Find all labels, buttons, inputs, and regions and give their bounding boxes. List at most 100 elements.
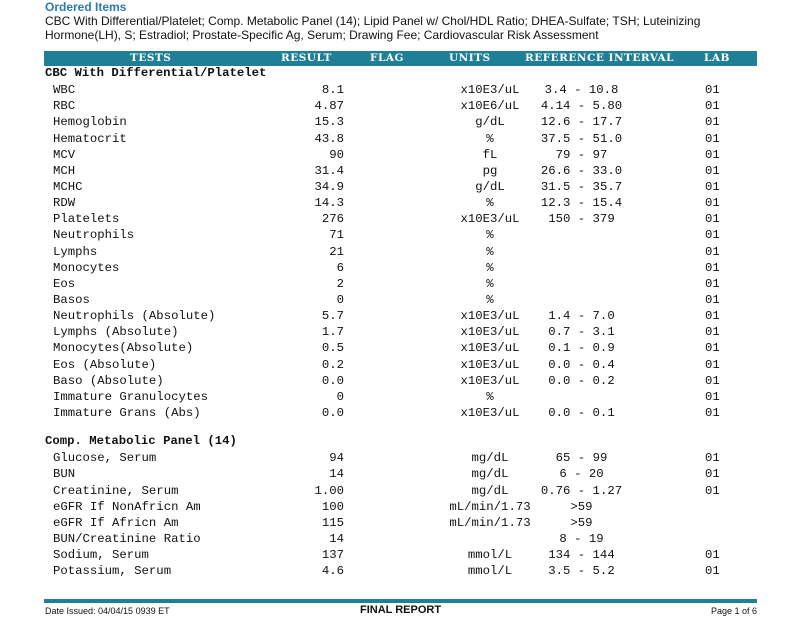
test-units: x10E3/uL (460, 373, 520, 388)
table-row: Basos 0% 01 (0, 292, 800, 308)
test-units: g/dL (475, 115, 505, 130)
lab-code: 01 (705, 131, 720, 146)
table-row: eGFR If NonAfricn Am 100 mL/min/1.73 >59 (0, 499, 800, 515)
test-units: % (486, 260, 494, 275)
test-result: 14 (329, 467, 344, 482)
header-tests: TESTS (130, 52, 172, 64)
test-name: RDW (53, 196, 76, 211)
lab-code: 01 (705, 309, 720, 324)
table-row: Eos 2% 01 (0, 276, 800, 292)
lab-code: 01 (705, 564, 720, 579)
header-lab: LAB (704, 52, 730, 64)
test-name: BUN/Creatinine Ratio (53, 531, 201, 546)
test-result: 43.8 (314, 131, 344, 146)
test-units: % (486, 244, 494, 259)
test-name: Monocytes(Absolute) (53, 341, 194, 356)
reference-interval: 79 - 97 (555, 147, 608, 162)
test-units: x10E3/uL (460, 325, 520, 340)
table-row: WBC 8.1 x10E3/uL 3.4 - 10.8 01 (0, 82, 800, 98)
test-name: Lymphs (53, 244, 98, 259)
reference-interval: 150 - 379 (548, 212, 615, 227)
test-name: Eos (Absolute) (53, 357, 157, 372)
reference-interval: 4.14 - 5.80 (540, 99, 623, 114)
test-units: mg/dL (471, 467, 509, 482)
test-name: MCHC (53, 179, 83, 194)
reference-interval: 8 - 19 (559, 531, 604, 546)
test-units: % (486, 292, 494, 307)
lab-code: 01 (705, 341, 720, 356)
table-row: RBC 4.87 x10E6/uL 4.14 - 5.80 01 (0, 98, 800, 114)
test-name: Neutrophils (Absolute) (53, 309, 216, 324)
header-units: UNITS (449, 52, 491, 64)
ordered-items-list: CBC With Differential/Platelet; Comp. Me… (45, 14, 701, 42)
report-status: FINAL REPORT (360, 604, 442, 616)
test-result: 71 (329, 228, 344, 243)
reference-interval: 134 - 144 (548, 548, 615, 563)
test-name: Hemoglobin (53, 115, 127, 130)
reference-interval: 3.4 - 10.8 (544, 83, 619, 98)
lab-code: 01 (705, 548, 720, 563)
table-row: Monocytes(Absolute) 0.5 x10E3/uL 0.1 - 0.9 0… (0, 340, 800, 356)
test-name: BUN (53, 467, 76, 482)
reference-interval: 0.7 - 3.1 (548, 325, 615, 340)
table-row: Immature Grans (Abs) 0.0 x10E3/uL 0.0 - 0.1… (0, 405, 800, 421)
lab-code: 01 (705, 325, 720, 340)
table-row: BUN/Creatinine Ratio 14 8 - 19 (0, 531, 800, 547)
test-units: x10E3/uL (460, 83, 520, 98)
test-result: 6 (336, 260, 344, 275)
test-name: Immature Grans (Abs) (53, 405, 201, 420)
reference-interval: 12.3 - 15.4 (540, 196, 623, 211)
section-spacer (0, 421, 800, 434)
table-row: MCH 31.4 pg 26.6 - 33.0 01 (0, 163, 800, 179)
test-units: % (486, 131, 494, 146)
test-result: 34.9 (314, 179, 344, 194)
test-result: 94 (329, 451, 344, 466)
footer-bar (44, 599, 757, 603)
test-units: x10E3/uL (460, 357, 520, 372)
table-row: Lymphs 21% 01 (0, 244, 800, 260)
lab-code: 01 (705, 244, 720, 259)
test-result: 0.5 (321, 341, 344, 356)
test-units: % (486, 276, 494, 291)
test-name: Glucose, Serum (53, 451, 157, 466)
test-name: Monocytes (53, 260, 120, 275)
test-units: mg/dL (471, 483, 509, 498)
lab-code: 01 (705, 451, 720, 466)
test-result: 14 (329, 531, 344, 546)
table-row: BUN 14 mg/dL 6 - 20 01 (0, 466, 800, 482)
lab-code: 01 (705, 83, 720, 98)
reference-interval: 31.5 - 35.7 (540, 179, 623, 194)
table-row: eGFR If Africn Am 115 mL/min/1.73 >59 (0, 515, 800, 531)
test-result: 90 (329, 147, 344, 162)
reference-interval: 0.0 - 0.2 (548, 373, 615, 388)
lab-code: 01 (705, 276, 720, 291)
test-name: eGFR If NonAfricn Am (53, 499, 201, 514)
reference-interval: 37.5 - 51.0 (540, 131, 623, 146)
test-name: MCH (53, 163, 76, 178)
lab-code: 01 (705, 228, 720, 243)
table-row: Hemoglobin 15.3 g/dL 12.6 - 17.7 01 (0, 114, 800, 130)
test-result: 4.6 (321, 564, 344, 579)
header-flag: FLAG (370, 52, 404, 64)
test-result: 4.87 (314, 99, 344, 114)
table-row: Sodium, Serum 137 mmol/L 134 - 144 01 (0, 547, 800, 563)
reference-interval: 26.6 - 33.0 (540, 163, 623, 178)
test-units: % (486, 228, 494, 243)
test-name: WBC (53, 83, 76, 98)
test-result: 31.4 (314, 163, 344, 178)
test-name: Eos (53, 276, 76, 291)
table-row: Platelets 276 x10E3/uL 150 - 379 01 (0, 211, 800, 227)
test-name: eGFR If Africn Am (53, 515, 179, 530)
results-table-header: TESTS RESULT FLAG UNITS REFERENCE INTERV… (44, 51, 757, 66)
test-result: 100 (321, 499, 344, 514)
reference-interval: 0.0 - 0.1 (548, 405, 615, 420)
table-row: Monocytes 6% 01 (0, 260, 800, 276)
table-row: MCHC 34.9 g/dL 31.5 - 35.7 01 (0, 179, 800, 195)
reference-interval: >59 (570, 499, 593, 514)
test-result: 0.0 (321, 405, 344, 420)
section-title: Comp. Metabolic Panel (14) (45, 434, 237, 449)
lab-code: 01 (705, 357, 720, 372)
reference-interval: 6 - 20 (559, 467, 604, 482)
table-row: Eos (Absolute) 0.2 x10E3/uL 0.0 - 0.4 01 (0, 357, 800, 373)
lab-code: 01 (705, 163, 720, 178)
